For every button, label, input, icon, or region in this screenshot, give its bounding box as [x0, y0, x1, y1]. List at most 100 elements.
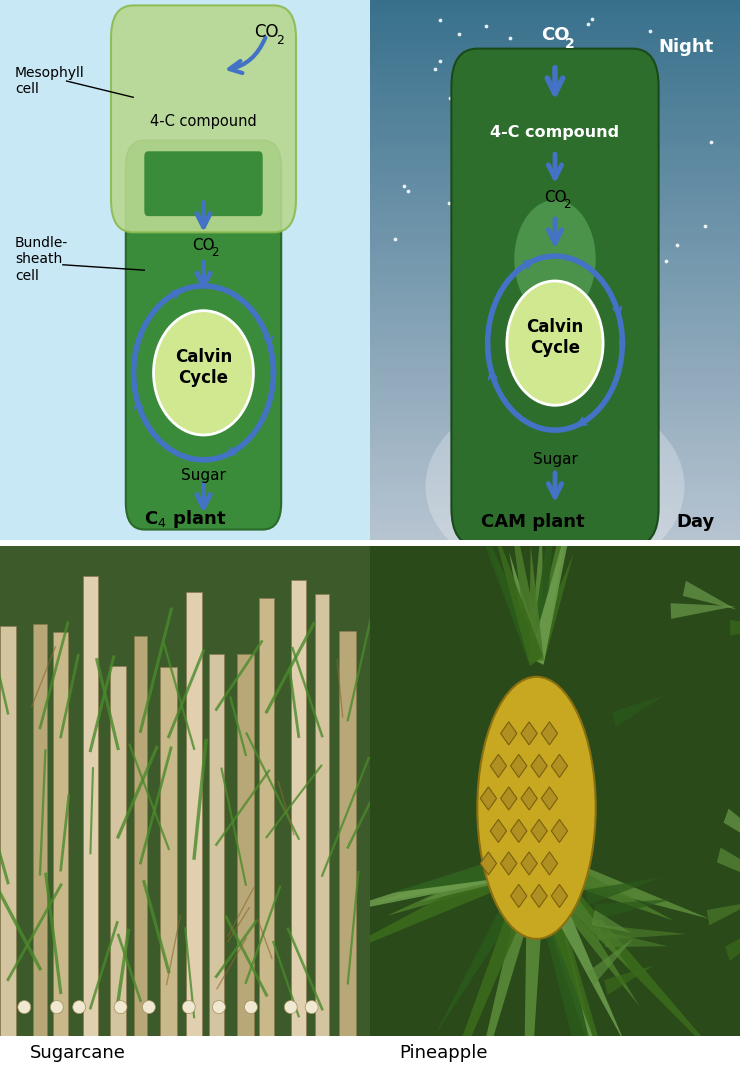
Polygon shape	[529, 545, 544, 661]
Polygon shape	[522, 859, 545, 1070]
Bar	[370, 108, 740, 113]
Bar	[209, 654, 224, 1039]
Polygon shape	[311, 847, 539, 967]
Bar	[259, 598, 274, 1039]
Point	[644, 22, 656, 40]
Bar	[370, 211, 740, 216]
Ellipse shape	[73, 1000, 86, 1013]
Bar	[186, 592, 203, 1039]
Text: Calvin
Cycle: Calvin Cycle	[526, 318, 584, 357]
Polygon shape	[530, 851, 640, 1007]
Bar	[370, 48, 740, 54]
Ellipse shape	[514, 200, 596, 319]
Bar	[370, 243, 740, 248]
Polygon shape	[529, 853, 626, 1046]
Polygon shape	[433, 852, 544, 1038]
Bar	[160, 668, 178, 1039]
Polygon shape	[319, 847, 538, 917]
Bar	[370, 259, 740, 264]
Polygon shape	[670, 603, 736, 618]
Polygon shape	[531, 851, 631, 970]
Polygon shape	[386, 847, 539, 916]
Bar	[0, 1036, 370, 1070]
Bar	[370, 32, 740, 37]
Bar	[370, 254, 740, 259]
Bar	[370, 314, 740, 319]
Bar	[370, 389, 740, 395]
Bar	[370, 427, 740, 432]
Text: Mesophyll
cell: Mesophyll cell	[15, 66, 84, 96]
FancyBboxPatch shape	[144, 151, 263, 216]
Text: Pineapple: Pineapple	[400, 1044, 488, 1063]
Bar	[370, 470, 740, 475]
Polygon shape	[505, 475, 544, 663]
Text: 4-C compound: 4-C compound	[491, 125, 619, 140]
Text: Sugar: Sugar	[533, 452, 577, 467]
Text: C$_4$ plant: C$_4$ plant	[144, 507, 226, 530]
Bar	[370, 248, 740, 254]
Bar	[370, 330, 740, 335]
Text: Sugarcane: Sugarcane	[30, 1044, 126, 1063]
Polygon shape	[588, 938, 633, 984]
Polygon shape	[585, 877, 662, 905]
Bar	[370, 119, 740, 124]
Polygon shape	[529, 455, 579, 664]
Polygon shape	[462, 856, 545, 1070]
Point	[660, 253, 672, 270]
Polygon shape	[528, 855, 616, 1070]
Text: Day: Day	[676, 513, 715, 531]
Bar	[370, 416, 740, 422]
Bar	[370, 492, 740, 498]
Point	[534, 107, 546, 124]
Bar	[370, 129, 740, 135]
Bar	[370, 271, 740, 276]
Point	[619, 148, 630, 165]
Bar	[370, 124, 740, 129]
Bar	[370, 524, 740, 530]
Bar	[370, 535, 740, 540]
Bar	[370, 135, 740, 140]
Bar	[370, 97, 740, 103]
Text: Sugar: Sugar	[181, 468, 226, 483]
Bar	[370, 367, 740, 372]
Ellipse shape	[507, 281, 603, 406]
Polygon shape	[605, 931, 667, 947]
Bar	[370, 276, 740, 281]
Bar	[370, 443, 740, 448]
Polygon shape	[531, 850, 738, 1070]
Bar	[370, 205, 740, 211]
Bar	[370, 113, 740, 119]
Point	[583, 85, 595, 102]
Ellipse shape	[154, 310, 254, 435]
Bar	[370, 454, 740, 459]
Bar	[370, 189, 740, 195]
Polygon shape	[528, 856, 623, 1070]
Bar	[238, 654, 255, 1039]
Bar	[370, 146, 740, 151]
Bar	[291, 580, 306, 1039]
Point	[671, 236, 683, 254]
Polygon shape	[717, 847, 740, 903]
Bar	[370, 168, 740, 173]
Bar	[84, 577, 98, 1039]
Polygon shape	[487, 507, 543, 666]
Polygon shape	[612, 696, 665, 727]
Bar	[370, 195, 740, 200]
Point	[443, 195, 455, 212]
FancyBboxPatch shape	[451, 48, 659, 546]
Text: CAM plant: CAM plant	[481, 513, 585, 531]
Text: Night: Night	[659, 37, 714, 56]
Ellipse shape	[284, 1000, 297, 1013]
Ellipse shape	[50, 1000, 63, 1013]
Bar	[110, 666, 126, 1039]
Bar	[370, 395, 740, 400]
Bar	[370, 372, 740, 378]
Bar	[370, 264, 740, 270]
Text: CO: CO	[544, 189, 566, 204]
Bar	[370, 438, 740, 443]
Bar	[370, 54, 740, 60]
Bar	[370, 227, 740, 232]
Text: 2: 2	[565, 37, 575, 51]
Bar	[370, 400, 740, 406]
Point	[626, 245, 638, 262]
